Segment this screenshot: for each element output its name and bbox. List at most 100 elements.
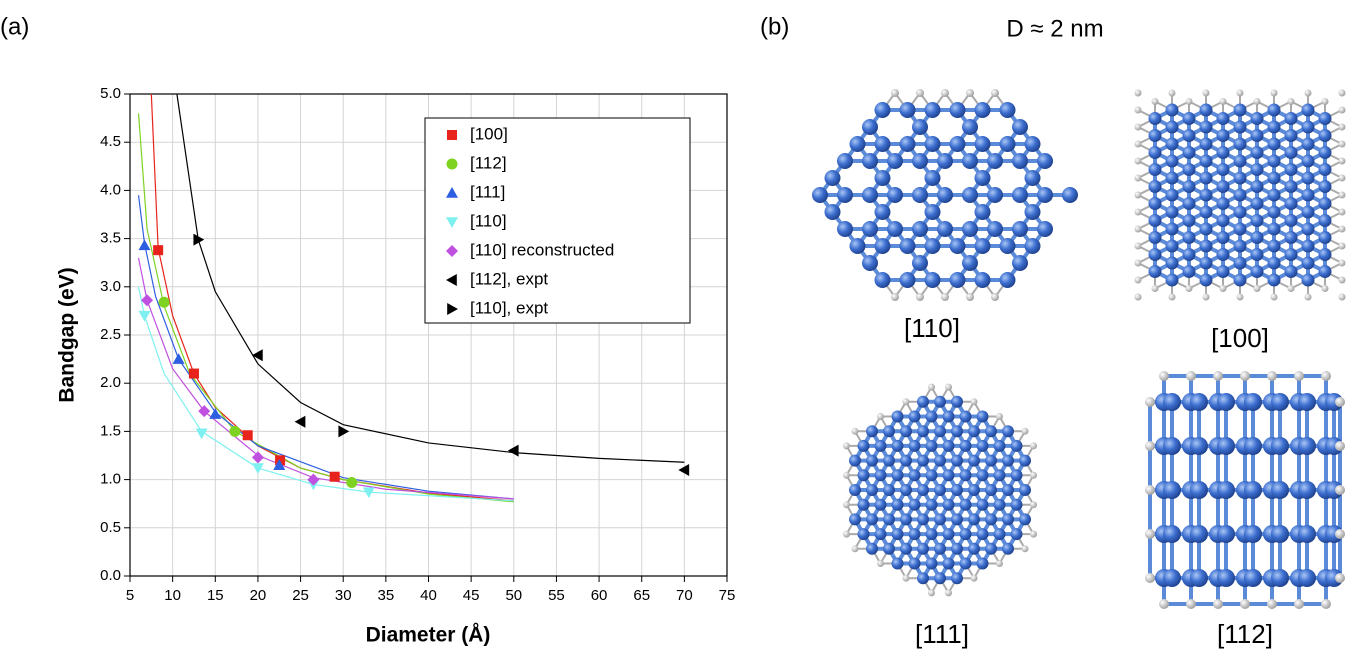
atom bbox=[900, 425, 912, 437]
atom bbox=[917, 425, 929, 437]
hydrogen bbox=[1305, 90, 1312, 97]
atom bbox=[1244, 437, 1262, 455]
atom bbox=[1319, 248, 1332, 261]
atom bbox=[1217, 214, 1230, 227]
atom bbox=[1319, 180, 1332, 193]
atom bbox=[1183, 197, 1196, 210]
atom bbox=[875, 499, 887, 511]
atom bbox=[951, 543, 963, 555]
x-tick-label: 25 bbox=[292, 587, 309, 604]
atom bbox=[926, 558, 938, 570]
hydrogen bbox=[1339, 260, 1346, 267]
hydrogen bbox=[1220, 98, 1227, 105]
atom bbox=[925, 238, 941, 254]
atom bbox=[962, 187, 978, 203]
atom bbox=[909, 469, 921, 481]
atom bbox=[975, 272, 991, 288]
y-tick-label: 2.5 bbox=[100, 326, 121, 343]
hydrogen bbox=[1030, 501, 1037, 508]
atom bbox=[1302, 189, 1315, 202]
atom bbox=[1271, 569, 1289, 587]
hydrogen bbox=[1335, 441, 1345, 451]
atom bbox=[985, 484, 997, 496]
hydrogen bbox=[1135, 294, 1142, 301]
atom bbox=[1012, 187, 1028, 203]
atom bbox=[925, 170, 941, 186]
atom bbox=[977, 440, 989, 452]
structure-label: [111] bbox=[915, 619, 969, 649]
hydrogen bbox=[1271, 90, 1278, 97]
atom bbox=[985, 543, 997, 555]
atom bbox=[1149, 112, 1162, 125]
atom bbox=[1217, 163, 1230, 176]
atom bbox=[1037, 187, 1053, 203]
hydrogen bbox=[891, 293, 899, 301]
hydrogen bbox=[1186, 98, 1193, 105]
hydrogen bbox=[1022, 545, 1029, 552]
atom bbox=[858, 440, 870, 452]
hydrogen bbox=[843, 472, 850, 479]
hydrogen bbox=[1288, 98, 1295, 105]
atom bbox=[1183, 265, 1196, 278]
atom bbox=[900, 238, 916, 254]
hydrogen bbox=[1213, 371, 1223, 381]
atom bbox=[1251, 180, 1264, 193]
hydrogen bbox=[1321, 599, 1331, 609]
hydrogen bbox=[941, 293, 949, 301]
marker bbox=[447, 159, 458, 170]
hydrogen bbox=[1322, 98, 1329, 105]
atom bbox=[951, 484, 963, 496]
hydrogen bbox=[916, 89, 924, 97]
atom bbox=[917, 513, 929, 525]
hydrogen bbox=[843, 501, 850, 508]
atom bbox=[1011, 440, 1023, 452]
atom bbox=[1234, 240, 1247, 253]
atom bbox=[912, 221, 928, 237]
atom bbox=[1000, 102, 1016, 118]
atom bbox=[1268, 206, 1281, 219]
hydrogen bbox=[1335, 529, 1345, 539]
atom bbox=[1298, 569, 1316, 587]
atom bbox=[994, 469, 1006, 481]
atom bbox=[1251, 197, 1264, 210]
atom bbox=[1149, 146, 1162, 159]
atom bbox=[917, 572, 929, 584]
y-tick-label: 2.0 bbox=[100, 374, 121, 391]
atom bbox=[1019, 455, 1031, 467]
atom bbox=[1302, 155, 1315, 168]
hydrogen bbox=[1186, 285, 1193, 292]
atom bbox=[837, 187, 853, 203]
hydrogen bbox=[1339, 243, 1346, 250]
hydrogen bbox=[1145, 529, 1155, 539]
atom bbox=[968, 543, 980, 555]
atom bbox=[1217, 112, 1230, 125]
atom bbox=[862, 255, 878, 271]
atom bbox=[994, 499, 1006, 511]
x-tick-label: 15 bbox=[207, 587, 224, 604]
hydrogen bbox=[1339, 90, 1346, 97]
hydrogen bbox=[1135, 124, 1142, 131]
y-tick-label: 0.5 bbox=[100, 519, 121, 536]
atom bbox=[943, 528, 955, 540]
atom bbox=[1271, 481, 1289, 499]
x-tick-label: 45 bbox=[463, 587, 480, 604]
atom bbox=[1244, 393, 1262, 411]
atom bbox=[951, 572, 963, 584]
atom bbox=[977, 499, 989, 511]
atom bbox=[862, 187, 878, 203]
atom bbox=[1200, 189, 1213, 202]
hydrogen bbox=[1335, 573, 1345, 583]
structure-label: [110] bbox=[904, 313, 960, 343]
atom bbox=[1285, 197, 1298, 210]
atom bbox=[926, 528, 938, 540]
marker bbox=[330, 472, 340, 482]
atom bbox=[1268, 121, 1281, 134]
atom bbox=[892, 440, 904, 452]
atom bbox=[1183, 231, 1196, 244]
atom bbox=[1149, 180, 1162, 193]
atom bbox=[1183, 163, 1196, 176]
atom bbox=[900, 272, 916, 288]
hydrogen bbox=[1030, 442, 1037, 449]
atom bbox=[960, 469, 972, 481]
atom bbox=[1183, 146, 1196, 159]
